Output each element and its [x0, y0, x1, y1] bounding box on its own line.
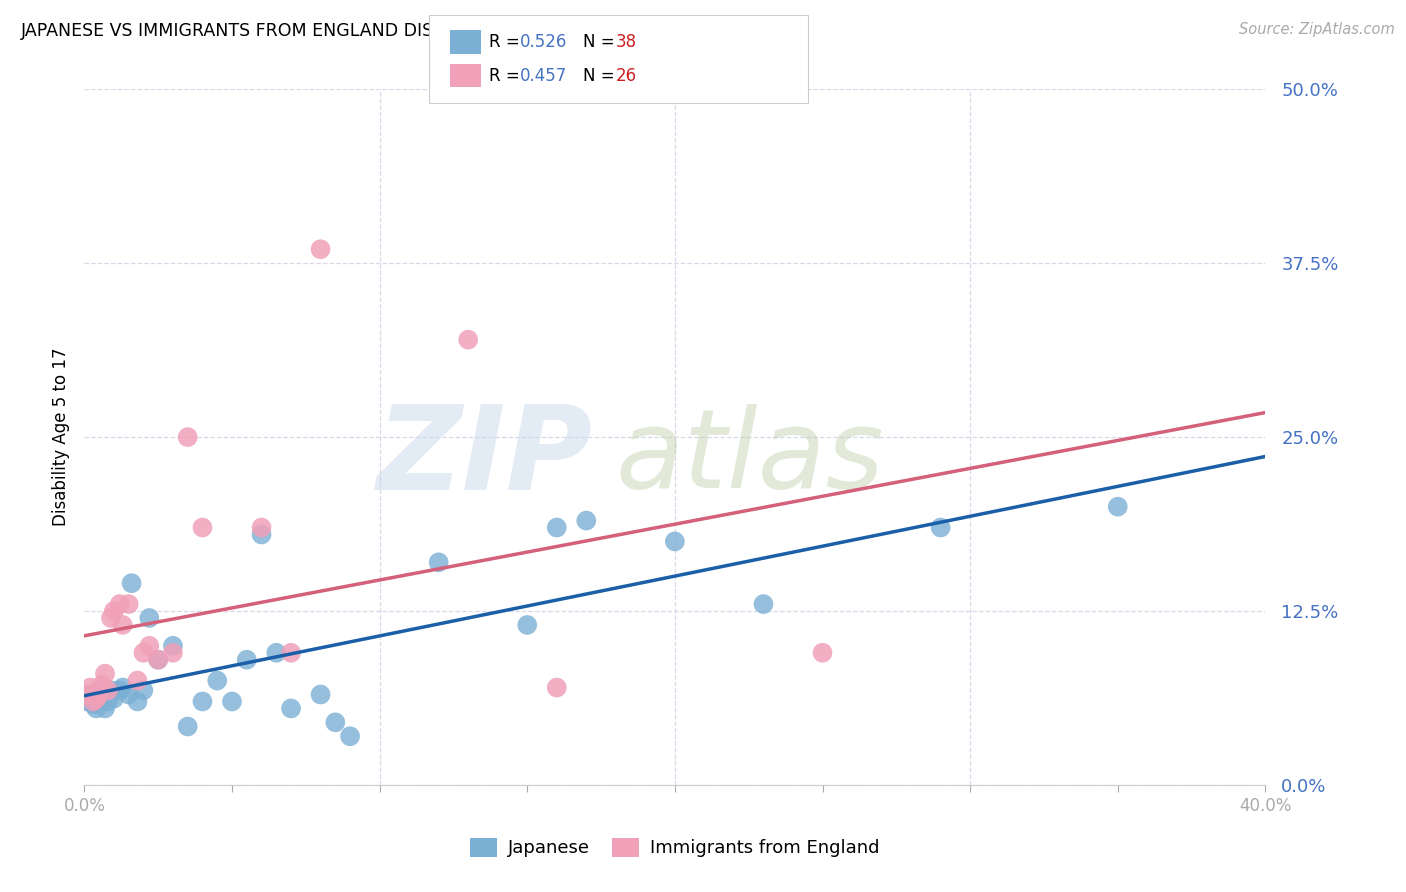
Point — [280, 646, 302, 660]
Point — [457, 333, 479, 347]
Point — [108, 683, 131, 698]
Point — [1107, 500, 1129, 514]
Point — [97, 694, 120, 708]
Point — [87, 688, 111, 702]
Point — [138, 611, 160, 625]
Point — [177, 719, 200, 733]
Point — [94, 701, 117, 715]
Point — [191, 520, 214, 534]
Point — [103, 691, 125, 706]
Point — [177, 430, 200, 444]
Legend: Japanese, Immigrants from England: Japanese, Immigrants from England — [461, 829, 889, 866]
Point — [148, 653, 170, 667]
Text: Source: ZipAtlas.com: Source: ZipAtlas.com — [1239, 22, 1395, 37]
Point — [82, 698, 104, 712]
Point — [108, 597, 131, 611]
Point — [162, 639, 184, 653]
Point — [121, 576, 143, 591]
Text: 38: 38 — [616, 33, 637, 51]
Text: R =: R = — [489, 67, 526, 85]
Point — [309, 242, 332, 256]
Point — [91, 678, 114, 692]
Point — [94, 666, 117, 681]
Point — [111, 681, 134, 695]
Point — [546, 520, 568, 534]
Point — [76, 694, 98, 708]
Point — [323, 715, 347, 730]
Text: N =: N = — [583, 33, 620, 51]
Text: atlas: atlas — [616, 404, 884, 511]
Point — [100, 683, 122, 698]
Point — [221, 694, 243, 708]
Point — [250, 520, 273, 534]
Point — [79, 688, 101, 702]
Point — [205, 673, 228, 688]
Point — [82, 694, 104, 708]
Point — [546, 681, 568, 695]
Text: ZIP: ZIP — [377, 401, 592, 516]
Point — [264, 646, 288, 660]
Text: 26: 26 — [616, 67, 637, 85]
Point — [132, 683, 155, 698]
Point — [575, 514, 598, 528]
Point — [280, 701, 302, 715]
Text: N =: N = — [583, 67, 620, 85]
Point — [664, 534, 686, 549]
Point — [929, 520, 952, 534]
Point — [127, 694, 149, 708]
Point — [132, 646, 155, 660]
Point — [118, 597, 141, 611]
Point — [138, 639, 160, 653]
Point — [127, 673, 149, 688]
Point — [111, 618, 134, 632]
Point — [811, 646, 834, 660]
Y-axis label: Disability Age 5 to 17: Disability Age 5 to 17 — [52, 348, 70, 526]
Point — [79, 681, 101, 695]
Point — [427, 555, 450, 569]
Point — [97, 683, 120, 698]
Point — [235, 653, 259, 667]
Point — [87, 683, 111, 698]
Point — [309, 688, 332, 702]
Point — [516, 618, 538, 632]
Point — [103, 604, 125, 618]
Text: JAPANESE VS IMMIGRANTS FROM ENGLAND DISABILITY AGE 5 TO 17 CORRELATION CHART: JAPANESE VS IMMIGRANTS FROM ENGLAND DISA… — [21, 22, 810, 40]
Point — [76, 688, 98, 702]
Point — [118, 688, 141, 702]
Point — [250, 527, 273, 541]
Point — [100, 611, 122, 625]
Point — [752, 597, 775, 611]
Point — [339, 729, 361, 743]
Text: 0.457: 0.457 — [520, 67, 568, 85]
Point — [84, 701, 107, 715]
Point — [148, 653, 170, 667]
Text: R =: R = — [489, 33, 526, 51]
Point — [191, 694, 214, 708]
Text: 0.526: 0.526 — [520, 33, 568, 51]
Point — [162, 646, 184, 660]
Point — [84, 691, 107, 706]
Point — [91, 690, 114, 705]
